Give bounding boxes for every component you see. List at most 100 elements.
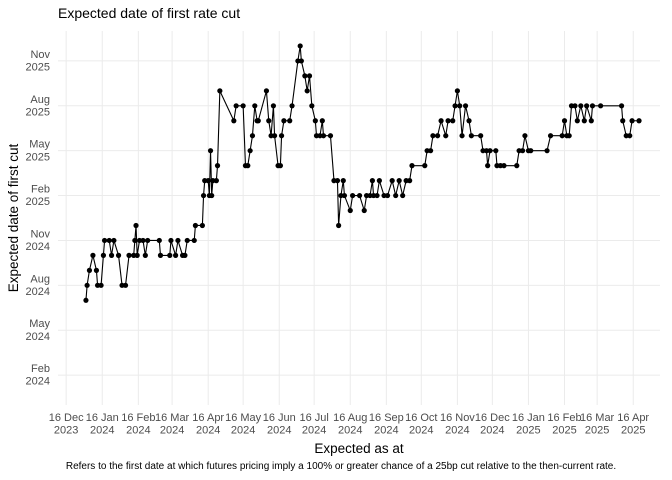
point <box>618 103 625 109</box>
point <box>396 178 402 184</box>
grid <box>58 31 660 405</box>
x-tick-label: 16 Feb 2025 <box>547 412 581 437</box>
point <box>389 178 395 184</box>
point <box>438 118 444 124</box>
point <box>450 118 456 124</box>
point <box>231 118 237 124</box>
point <box>126 252 132 258</box>
x-tick-label: 16 Dec 2024 <box>475 412 510 437</box>
point <box>191 237 197 244</box>
point <box>356 192 363 199</box>
point <box>572 103 578 109</box>
point <box>101 237 108 244</box>
point <box>240 103 246 109</box>
point <box>214 163 221 169</box>
point <box>459 133 465 139</box>
point <box>452 103 458 109</box>
point <box>393 192 399 199</box>
point <box>457 103 463 109</box>
point <box>247 148 253 154</box>
x-tick-label: 16 Jan 2024 <box>86 412 119 437</box>
point <box>133 222 139 229</box>
point <box>90 252 96 258</box>
point <box>376 178 382 184</box>
point <box>340 178 346 184</box>
point <box>207 148 214 154</box>
point <box>108 252 115 258</box>
x-tick-label: 16 Jul 2024 <box>299 412 328 437</box>
point <box>445 118 451 124</box>
point <box>111 237 117 244</box>
point <box>83 297 89 303</box>
point <box>374 192 380 199</box>
point <box>199 222 205 229</box>
point <box>132 237 138 244</box>
point <box>627 133 633 139</box>
caption: Refers to the first date at which future… <box>66 461 616 472</box>
point <box>168 237 174 244</box>
point <box>369 178 375 184</box>
point <box>629 118 635 124</box>
point <box>581 118 587 124</box>
x-tick-label: 16 Apr 2025 <box>617 412 649 437</box>
point <box>106 237 112 244</box>
point <box>588 118 594 124</box>
point <box>156 237 162 244</box>
y-tick-label: Nov 2025 <box>26 49 51 74</box>
x-tick-label: 16 Dec 2023 <box>49 412 84 437</box>
point <box>217 88 223 94</box>
point <box>270 103 277 109</box>
y-tick-label: May 2024 <box>26 318 51 343</box>
point <box>514 163 520 169</box>
point <box>341 192 348 199</box>
point <box>252 103 258 109</box>
x-tick-label: 16 Sep 2024 <box>369 412 404 437</box>
x-axis-title: Expected as at <box>314 441 404 456</box>
point <box>434 133 441 139</box>
point <box>167 252 173 258</box>
point <box>347 207 353 214</box>
point <box>281 118 287 124</box>
point <box>175 237 181 244</box>
point <box>361 207 367 214</box>
point <box>271 133 278 139</box>
x-tick-label: 16 Jan 2025 <box>512 412 545 437</box>
point <box>205 178 211 184</box>
point <box>430 133 436 139</box>
point <box>574 118 580 124</box>
point <box>566 133 572 139</box>
point <box>277 163 284 169</box>
point <box>466 118 472 124</box>
point <box>84 282 90 288</box>
point <box>598 103 604 109</box>
x-tick-label: 16 Feb 2024 <box>121 412 155 437</box>
point <box>157 252 164 258</box>
point <box>192 222 199 229</box>
point <box>334 178 341 184</box>
point <box>589 103 596 109</box>
point <box>319 118 325 124</box>
x-tick-label: 16 Apr 2024 <box>192 412 224 437</box>
point <box>428 148 434 154</box>
point <box>209 192 215 199</box>
point <box>312 118 318 124</box>
point <box>278 133 285 139</box>
point <box>320 133 327 139</box>
y-tick-label: Feb 2025 <box>26 184 50 209</box>
point <box>213 178 219 184</box>
point <box>636 118 642 124</box>
x-tick-label: 16 Nov 2024 <box>440 412 475 437</box>
point <box>501 163 507 169</box>
x-tick-label: 16 Jun 2024 <box>263 412 296 437</box>
point <box>519 148 526 154</box>
point <box>493 148 499 154</box>
point <box>140 237 146 244</box>
y-tick-label: Aug 2025 <box>26 94 50 119</box>
y-tick-label: Aug 2024 <box>26 273 50 298</box>
point <box>454 88 460 94</box>
point <box>528 148 534 154</box>
point <box>184 237 190 244</box>
point <box>422 163 428 169</box>
point <box>115 252 122 258</box>
